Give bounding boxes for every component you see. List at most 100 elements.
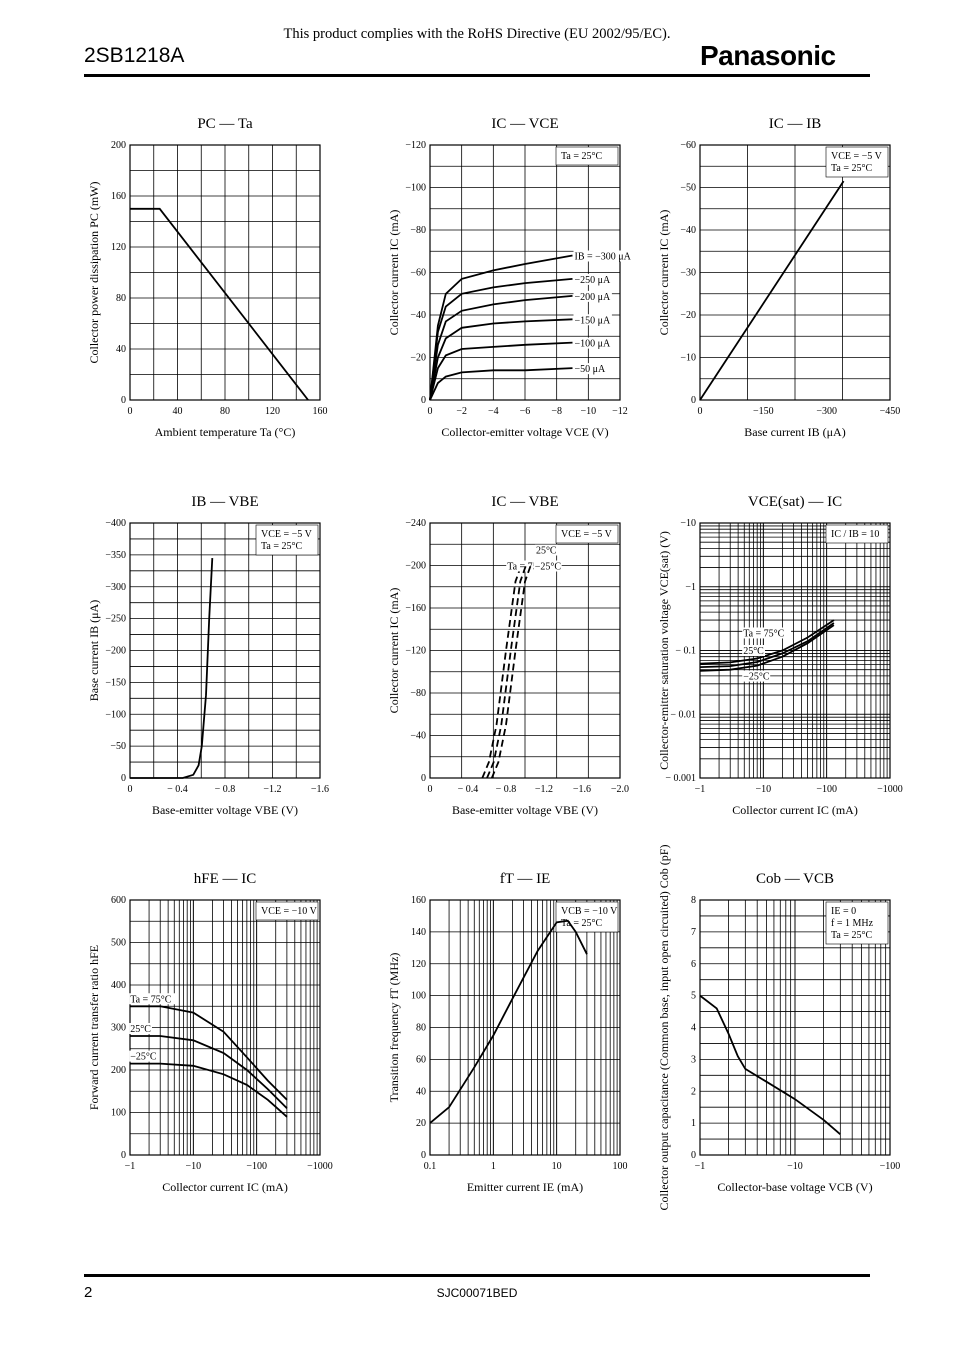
y-tick-label: −240 [405, 518, 426, 529]
y-tick-label: −100 [405, 183, 426, 194]
y-axis-label: Base current IB (μA) [87, 600, 101, 701]
series-line [130, 558, 214, 779]
y-tick-label: 6 [691, 959, 696, 970]
page-number: 2 [84, 1284, 93, 1301]
condition-text: VCE = −5 V [261, 529, 313, 540]
x-tick-label: 10 [552, 1161, 562, 1172]
y-tick-label: −400 [105, 518, 126, 529]
x-tick-label: −100 [246, 1161, 267, 1172]
y-tick-label: −40 [680, 225, 696, 236]
y-tick-label: −250 [105, 614, 126, 625]
y-axis-label: Collector output capacitance (Common bas… [657, 845, 671, 1211]
series-label: 25°C [130, 1024, 151, 1035]
chart-pc-ta: PC — Ta 0 40 80 120 160 0 40 80 120 160 200 Ambient … [87, 116, 328, 439]
condition-text: Ta = 25°C [561, 151, 602, 162]
series-label-bg [506, 560, 555, 572]
y-tick-label: −100 [105, 709, 126, 720]
chart-title: VCE(sat) — IC [748, 494, 842, 510]
y-tick-label: 100 [411, 991, 426, 1002]
x-tick-label: 0 [428, 784, 433, 795]
y-tick-label: 160 [411, 895, 426, 906]
series-label: −50 μA [575, 364, 607, 375]
y-tick-label: 4 [691, 1023, 696, 1034]
plot-frame [699, 144, 891, 401]
y-tick-label: −20 [410, 353, 426, 364]
series-label: −25°C [535, 562, 562, 573]
chart-ic-ib: IC — IB 0 −150 −300 −450 0 −10 −20 −30 −40 −50 −60 B… [657, 116, 900, 439]
x-tick-label: 120 [265, 406, 280, 417]
x-axis-label: Base-emitter voltage VBE (V) [452, 803, 598, 817]
x-tick-label: −2 [456, 406, 467, 417]
series-label-bg [573, 314, 612, 326]
series-label-bg [742, 670, 771, 682]
series-label-bg [573, 250, 638, 262]
series-label-bg [573, 337, 612, 349]
x-tick-label: −12 [612, 406, 628, 417]
x-tick-label: −1.2 [535, 784, 553, 795]
y-tick-label: − 0.01 [670, 709, 696, 720]
series-label-bg [573, 363, 607, 375]
series-label-bg [573, 290, 612, 302]
series-line [130, 1062, 288, 1118]
y-tick-label: 300 [111, 1023, 126, 1034]
condition-text: Ta = 25°C [261, 541, 302, 552]
x-tick-label: −100 [816, 784, 837, 795]
y-axis-label: Transition frequency fT (MHz) [387, 953, 401, 1103]
y-tick-label: −80 [410, 688, 426, 699]
series-line [490, 565, 532, 779]
series-label-bg [129, 1050, 158, 1062]
series-line [429, 278, 573, 401]
series-line [130, 207, 309, 401]
series-label: −250 μA [575, 275, 612, 286]
y-axis-label: Forward current transfer ratio hFE [87, 945, 101, 1110]
series-line [699, 994, 841, 1135]
condition-box [555, 524, 619, 544]
x-axis-label: Base-emitter voltage VBE (V) [152, 803, 298, 817]
series-label-bg [129, 1023, 153, 1034]
series-label: Ta = 75°C [130, 994, 171, 1005]
series-label: −100 μA [575, 339, 612, 350]
y-tick-label: 160 [111, 191, 126, 202]
y-tick-label: 3 [691, 1054, 696, 1065]
y-tick-label: 80 [416, 1023, 426, 1034]
chart-ib-vbe: IB — VBE 0 − 0.4 − 0.8 −1.2 −1.6 0 −50 −100 −150 −… [87, 494, 329, 817]
chart-title: IB — VBE [191, 494, 258, 510]
y-tick-label: 40 [416, 1086, 426, 1097]
x-tick-label: −10 [756, 784, 772, 795]
series-line [486, 565, 527, 779]
x-tick-label: 40 [173, 406, 183, 417]
y-tick-label: −200 [405, 561, 426, 572]
series-label: −25°C [130, 1052, 157, 1063]
plot-frame [129, 144, 321, 401]
y-tick-label: 60 [416, 1054, 426, 1065]
condition-text: IE = 0 [831, 906, 856, 917]
part-number: 2SB1218A [84, 44, 185, 67]
x-tick-label: 1 [491, 1161, 496, 1172]
x-axis-label: Collector-base voltage VCB (V) [717, 1180, 872, 1194]
x-axis-label: Base current IB (μA) [744, 425, 845, 439]
x-axis-label: Ambient temperature Ta (°C) [155, 425, 296, 439]
chart-title: IC — IB [769, 116, 822, 132]
y-tick-label: 0 [121, 395, 126, 406]
y-tick-label: −60 [680, 140, 696, 151]
x-tick-label: −1.2 [263, 784, 281, 795]
series-label-bg [742, 627, 791, 639]
y-tick-label: − 0.001 [665, 773, 696, 784]
condition-text: Ta = 25°C [561, 918, 602, 929]
y-tick-label: 20 [416, 1118, 426, 1129]
y-tick-label: −50 [680, 183, 696, 194]
y-tick-label: 100 [111, 1108, 126, 1119]
x-tick-label: − 0.8 [215, 784, 236, 795]
condition-box [555, 901, 619, 933]
y-axis-label: Collector-emitter saturation voltage VCE… [657, 531, 671, 770]
series-line [130, 1035, 288, 1109]
x-tick-label: −8 [551, 406, 562, 417]
y-tick-label: −200 [105, 646, 126, 657]
x-tick-label: 100 [613, 1161, 628, 1172]
series-line [699, 622, 835, 668]
x-tick-label: −1.6 [311, 784, 329, 795]
y-tick-label: 2 [691, 1086, 696, 1097]
condition-box [555, 146, 619, 166]
series-line [429, 318, 573, 401]
